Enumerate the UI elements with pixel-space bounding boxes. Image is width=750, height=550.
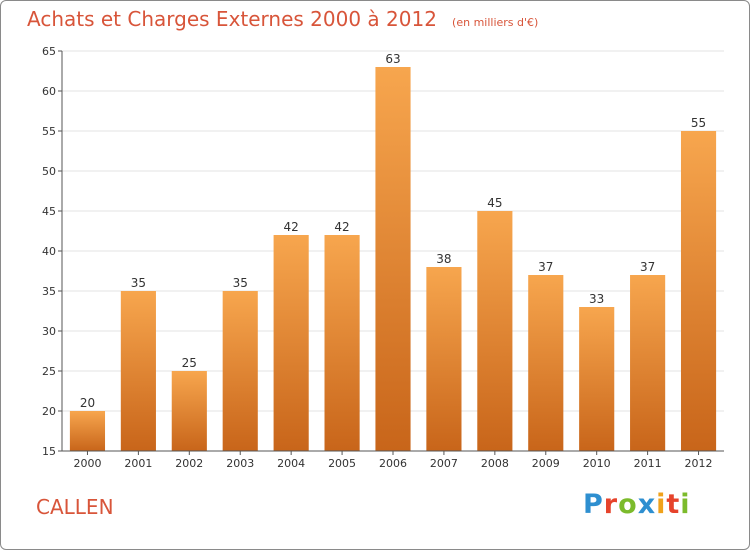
- data-label-2011: 37: [640, 260, 655, 274]
- x-tick-label-2004: 2004: [277, 457, 305, 470]
- logo-letter: r: [603, 489, 619, 520]
- logo-letter: i: [656, 489, 667, 520]
- x-tick-label-2003: 2003: [226, 457, 254, 470]
- bar-2012: [680, 131, 717, 451]
- logo-letter: x: [637, 489, 657, 520]
- data-label-2000: 20: [80, 396, 95, 410]
- x-tick-label-2008: 2008: [481, 457, 509, 470]
- logo-letter: o: [618, 489, 638, 520]
- data-label-2003: 35: [233, 276, 248, 290]
- y-tick-label: 25: [42, 365, 56, 378]
- bar-2009: [528, 275, 564, 451]
- chart-title: Achats et Charges Externes 2000 à 2012: [27, 7, 437, 31]
- x-tick-label-2012: 2012: [685, 457, 713, 470]
- data-label-2009: 37: [538, 260, 553, 274]
- commune-name: CALLEN: [36, 495, 114, 519]
- chart-subtitle: (en milliers d'€): [452, 16, 539, 29]
- y-tick-label: 15: [42, 445, 56, 458]
- x-tick-label-2009: 2009: [532, 457, 560, 470]
- bar-2002: [171, 371, 207, 451]
- bar-2003: [222, 291, 258, 451]
- logo-letter: P: [583, 489, 604, 520]
- bar-2008: [477, 211, 513, 451]
- bar-2005: [324, 235, 360, 451]
- x-tick-label-2007: 2007: [430, 457, 458, 470]
- x-tick-label-2000: 2000: [73, 457, 101, 470]
- x-tick-label-2010: 2010: [583, 457, 611, 470]
- data-label-2005: 42: [334, 220, 349, 234]
- bar-2006: [375, 67, 411, 451]
- data-label-2010: 33: [589, 292, 604, 306]
- data-label-2007: 38: [436, 252, 451, 266]
- bar-2001: [120, 291, 156, 451]
- data-label-2001: 35: [131, 276, 146, 290]
- y-tick-label: 55: [42, 125, 56, 138]
- y-tick-label: 50: [42, 165, 56, 178]
- data-label-2008: 45: [487, 196, 502, 210]
- y-tick-label: 60: [42, 85, 56, 98]
- x-tick-label-2011: 2011: [634, 457, 662, 470]
- y-tick-label: 65: [42, 45, 56, 58]
- y-tick-label: 20: [42, 405, 56, 418]
- bar-2004: [273, 235, 309, 451]
- proxiti-logo: Proxiti: [583, 489, 691, 520]
- bar-2010: [579, 307, 615, 451]
- data-label-2012: 55: [691, 116, 706, 130]
- title-row: Achats et Charges Externes 2000 à 2012 (…: [27, 7, 538, 31]
- data-label-2006: 63: [385, 52, 400, 66]
- bar-2000: [69, 411, 106, 451]
- y-tick-label: 35: [42, 285, 56, 298]
- bar-2007: [426, 267, 462, 451]
- y-tick-label: 40: [42, 245, 56, 258]
- axis-layer: 15 20 25 30 35 40 45 50 55 60 65 2000 2001 2002 2003 20…: [42, 45, 724, 470]
- data-label-2004: 42: [284, 220, 299, 234]
- bar-layer: 20 35 25 35 42 42 63 38 45 37 33 37 55: [69, 52, 717, 451]
- x-tick-label-2006: 2006: [379, 457, 407, 470]
- data-label-2002: 25: [182, 356, 197, 370]
- x-tick-label-2001: 2001: [124, 457, 152, 470]
- logo-letter: i: [680, 489, 691, 520]
- y-tick-label: 45: [42, 205, 56, 218]
- bar-2011: [630, 275, 666, 451]
- x-tick-label-2005: 2005: [328, 457, 356, 470]
- logo-letter: t: [666, 489, 681, 520]
- y-tick-label: 30: [42, 325, 56, 338]
- x-tick-label-2002: 2002: [175, 457, 203, 470]
